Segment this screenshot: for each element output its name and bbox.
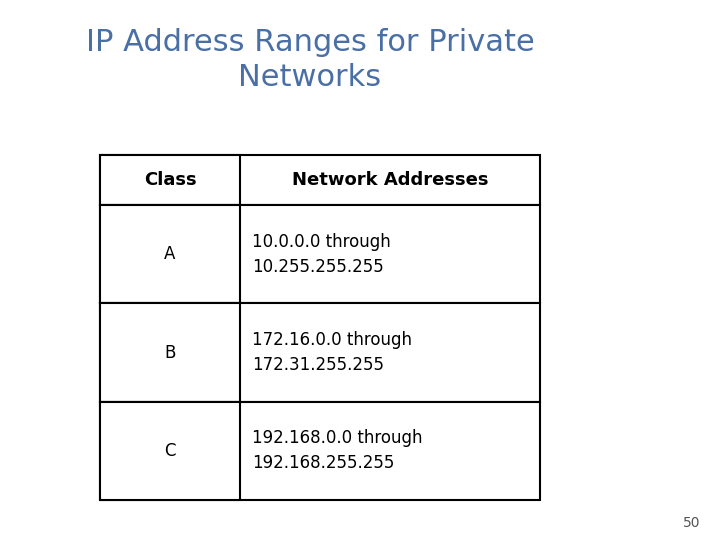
- Text: 192.168.0.0 through
192.168.255.255: 192.168.0.0 through 192.168.255.255: [252, 429, 423, 472]
- Bar: [100, 205, 240, 303]
- Bar: [100, 205, 540, 303]
- Bar: [100, 155, 240, 205]
- Text: 50: 50: [683, 516, 700, 530]
- Text: C: C: [164, 442, 176, 460]
- Bar: [100, 303, 540, 402]
- Text: 172.16.0.0 through
172.31.255.255: 172.16.0.0 through 172.31.255.255: [252, 331, 412, 374]
- Text: A: A: [164, 245, 176, 263]
- Text: 10.0.0.0 through
10.255.255.255: 10.0.0.0 through 10.255.255.255: [252, 233, 391, 276]
- Text: Class: Class: [144, 171, 197, 189]
- Bar: [100, 303, 240, 402]
- Text: B: B: [164, 343, 176, 361]
- Text: IP Address Ranges for Private
Networks: IP Address Ranges for Private Networks: [86, 28, 534, 92]
- Text: Network Addresses: Network Addresses: [292, 171, 488, 189]
- Bar: [100, 402, 240, 500]
- Bar: [100, 402, 540, 500]
- Bar: [100, 155, 540, 205]
